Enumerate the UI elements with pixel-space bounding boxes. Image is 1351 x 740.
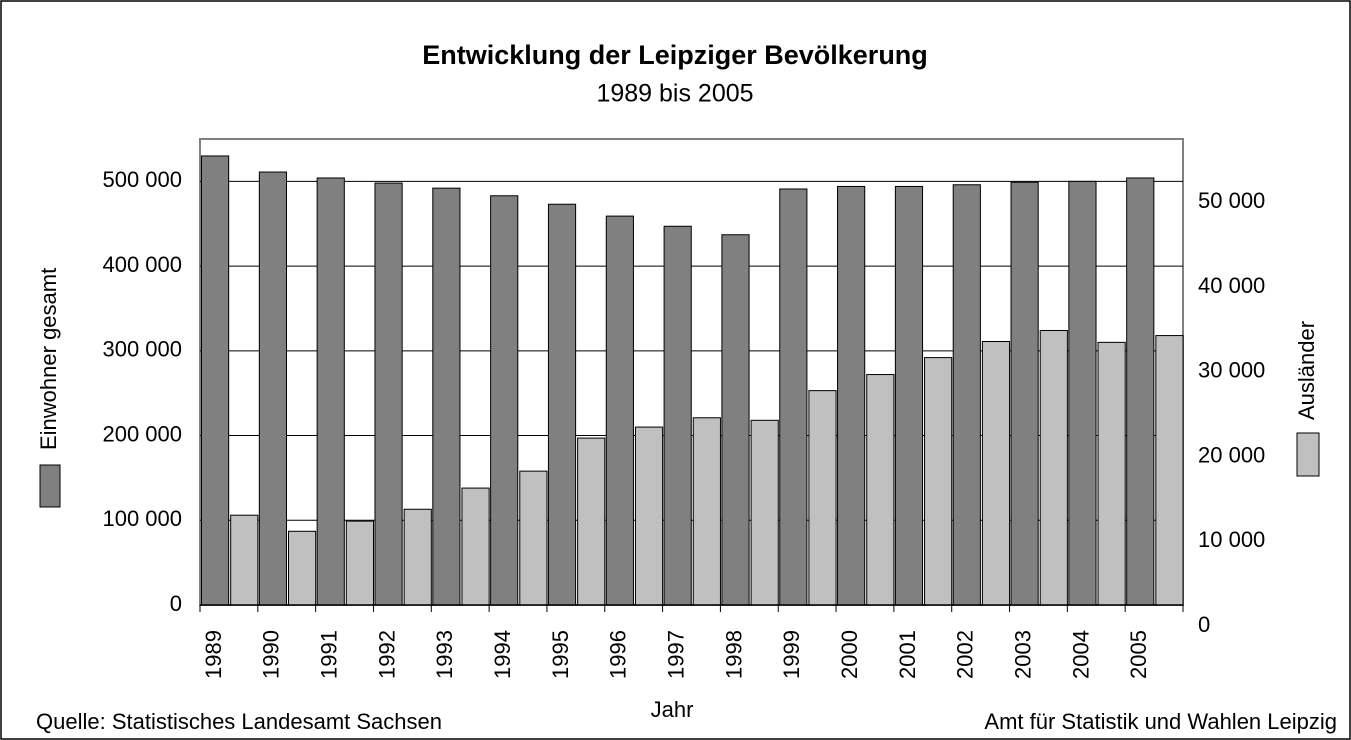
legend-label: Ausländer [1294,321,1319,420]
bar [316,177,345,606]
y2-tick-label: 40 000 [1198,273,1265,298]
bar [952,184,981,606]
bar [808,390,837,606]
x-tick-label: 1989 [201,630,226,679]
bar [634,426,664,606]
bar [258,171,288,606]
bar [894,185,924,606]
y2-tick-label: 0 [1198,612,1210,637]
y-tick-label: 300 000 [102,337,182,362]
x-tick-label: 2002 [953,630,978,679]
y2-tick-label: 50 000 [1198,188,1265,213]
y-tick-label: 200 000 [102,421,182,446]
y-tick-label: 100 000 [102,506,182,531]
y2-tick-label: 30 000 [1198,358,1265,383]
x-tick-label: 2004 [1068,630,1093,679]
bar [403,508,432,606]
x-tick-label: 2000 [837,630,862,679]
legend-swatch [1296,432,1320,477]
x-tick-label: 1994 [490,630,515,679]
x-tick-label: 1990 [259,630,284,679]
bar [721,234,750,606]
x-tick-label: 1998 [721,630,746,679]
bar [692,417,721,606]
x-tick-label: 2005 [1126,630,1151,679]
bar [230,514,259,606]
bar [924,357,953,606]
bar [981,340,1011,606]
bar [1039,329,1068,606]
y2-tick-label: 20 000 [1198,442,1265,467]
x-tick-label: 2003 [1010,630,1035,679]
x-tick-label: 1992 [374,630,399,679]
y-tick-label: 0 [170,591,182,616]
bar [432,187,461,606]
bar [1155,335,1184,606]
bar [663,225,692,606]
x-tick-label: 2001 [895,630,920,679]
bar [1097,341,1126,606]
bar [605,215,634,606]
chart-subtitle: 1989 bis 2005 [596,80,753,108]
bar [490,195,519,606]
bar [519,470,548,606]
bar [1068,180,1097,606]
legend-swatch [39,464,61,508]
bar [461,487,490,606]
y2-tick-label: 10 000 [1198,527,1265,552]
bar [345,520,375,606]
bar [1010,181,1039,606]
legend-label: Einwohner gesamt [36,268,61,450]
bar [288,530,317,606]
bar [866,374,895,606]
author-note: Amt für Statistik und Wahlen Leipzig [984,709,1337,734]
bar [201,155,230,606]
bar [577,437,606,606]
x-tick-label: 1993 [432,630,457,679]
bar [547,203,577,606]
x-tick-label: 1995 [548,630,573,679]
chart-title: Entwicklung der Leipziger Bevölkerung [422,40,928,70]
y-tick-label: 500 000 [102,167,182,192]
x-tick-label: 1997 [663,630,688,679]
bar [1126,177,1155,606]
source-note: Quelle: Statistisches Landesamt Sachsen [36,709,442,734]
bar [750,419,779,606]
x-tick-label: 1991 [317,630,342,679]
bar [837,185,866,606]
x-tick-label: 1999 [779,630,804,679]
bar [779,188,808,606]
bar [374,182,403,606]
x-axis-label: Jahr [651,697,694,722]
x-tick-label: 1996 [606,630,631,679]
y-tick-label: 400 000 [102,252,182,277]
